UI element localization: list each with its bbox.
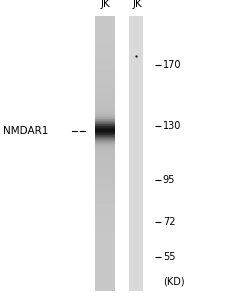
Text: NMDAR1: NMDAR1 [3, 125, 49, 136]
Text: JK: JK [133, 0, 142, 9]
Text: (KD): (KD) [163, 277, 185, 287]
Text: 130: 130 [163, 121, 181, 131]
Text: 55: 55 [163, 251, 175, 262]
Text: 170: 170 [163, 59, 181, 70]
Text: JK: JK [100, 0, 110, 9]
Text: 95: 95 [163, 175, 175, 185]
Text: 72: 72 [163, 217, 175, 227]
